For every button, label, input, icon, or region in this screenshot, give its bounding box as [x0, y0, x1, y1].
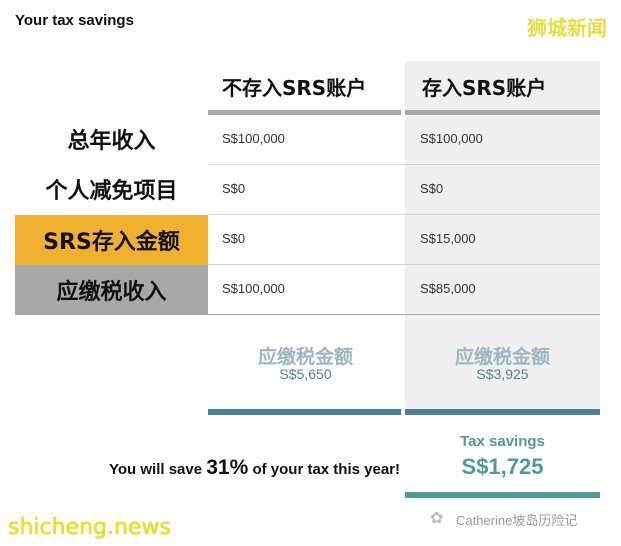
- header-with-srs: 存入SRS账户: [422, 76, 547, 100]
- summary-prefix: You will save: [108, 461, 207, 478]
- table-cell: S$85,000: [420, 281, 476, 296]
- table-cell: S$15,000: [420, 231, 476, 246]
- tax-due-bar: [208, 409, 401, 415]
- srs-column-background: [405, 61, 600, 410]
- table-cell: S$0: [222, 231, 246, 246]
- row-label-taxable: 应缴税收入: [15, 265, 208, 314]
- table-cell: S$100,000: [222, 281, 285, 296]
- summary-suffix: of your tax this year!: [248, 461, 400, 478]
- row-divider: [208, 214, 600, 215]
- row-label-srs: SRS存入金额: [15, 215, 208, 265]
- summary-percent: 31%: [206, 456, 249, 479]
- page-title: Your tax savings: [15, 12, 134, 29]
- table-cell: S$100,000: [222, 131, 285, 146]
- header-divider: [208, 110, 401, 115]
- table-cell: S$0: [222, 181, 246, 196]
- tax-due-value: S$3,925: [476, 366, 529, 382]
- tax-savings-bar: [405, 492, 600, 498]
- tax-due-label: 应缴税金额: [257, 346, 353, 368]
- wechat-icon: ✿: [430, 510, 444, 527]
- brand-watermark: 狮城新闻: [527, 16, 607, 40]
- row-divider: [15, 314, 600, 315]
- table-cell: S$0: [420, 181, 444, 196]
- row-divider: [208, 164, 600, 165]
- header-no-srs: 不存入SRS账户: [222, 76, 367, 100]
- header-divider: [405, 110, 600, 115]
- row-divider: [208, 264, 600, 265]
- table-cell: S$100,000: [420, 131, 483, 146]
- tax-savings-amount: S$1,725: [461, 454, 544, 479]
- row-label-income: 总年收入: [67, 129, 156, 154]
- watermark-author: Catherine坡岛历险记: [456, 513, 578, 528]
- tax-due-label: 应缴税金额: [454, 346, 550, 368]
- row-label-relief: 个人减免项目: [45, 179, 178, 204]
- tax-savings-label: Tax savings: [460, 433, 545, 450]
- watermark-site: shicheng.news: [8, 515, 171, 540]
- tax-due-value: S$5,650: [279, 366, 332, 382]
- tax-due-bar: [405, 409, 600, 415]
- savings-summary: You will save 31% of your tax this year!: [109, 456, 400, 480]
